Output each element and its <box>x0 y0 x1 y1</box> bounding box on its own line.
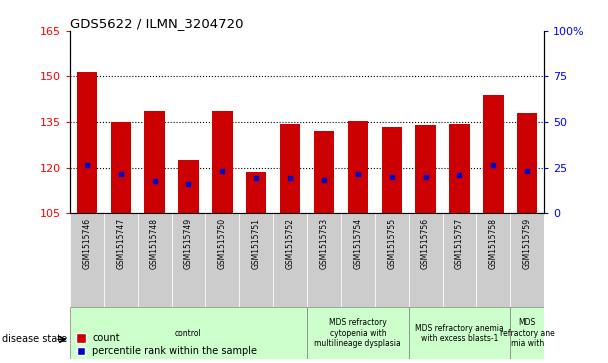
Text: GDS5622 / ILMN_3204720: GDS5622 / ILMN_3204720 <box>70 17 243 30</box>
Bar <box>307 307 409 359</box>
Text: control: control <box>175 329 202 338</box>
Bar <box>178 160 199 213</box>
Bar <box>409 307 510 359</box>
Text: GSM1515748: GSM1515748 <box>150 218 159 269</box>
Bar <box>477 213 510 307</box>
Bar <box>70 213 104 307</box>
Bar <box>171 213 206 307</box>
Legend: count, percentile rank within the sample: count, percentile rank within the sample <box>75 331 259 358</box>
Text: GSM1515759: GSM1515759 <box>523 218 532 269</box>
Bar <box>341 213 375 307</box>
Bar <box>443 213 477 307</box>
Text: GSM1515757: GSM1515757 <box>455 218 464 269</box>
Text: GSM1515756: GSM1515756 <box>421 218 430 269</box>
Bar <box>70 307 307 359</box>
Bar <box>212 111 232 213</box>
Bar <box>206 213 240 307</box>
Text: GSM1515752: GSM1515752 <box>286 218 295 269</box>
Text: MDS refractory anemia
with excess blasts-1: MDS refractory anemia with excess blasts… <box>415 323 504 343</box>
Bar <box>382 127 402 213</box>
Text: GSM1515753: GSM1515753 <box>319 218 328 269</box>
Text: GSM1515758: GSM1515758 <box>489 218 498 269</box>
Bar <box>314 131 334 213</box>
Bar <box>137 213 171 307</box>
Bar <box>104 213 137 307</box>
Text: disease state: disease state <box>2 334 67 344</box>
Bar <box>246 172 266 213</box>
Bar <box>449 124 469 213</box>
Bar <box>273 213 307 307</box>
Bar <box>517 113 537 213</box>
Bar <box>510 213 544 307</box>
Bar <box>280 124 300 213</box>
Text: GSM1515754: GSM1515754 <box>353 218 362 269</box>
Bar <box>77 72 97 213</box>
Text: MDS refractory
cytopenia with
multilineage dysplasia: MDS refractory cytopenia with multilinea… <box>314 318 401 348</box>
Bar <box>510 307 544 359</box>
Text: GSM1515749: GSM1515749 <box>184 218 193 269</box>
Bar <box>145 111 165 213</box>
Text: GSM1515755: GSM1515755 <box>387 218 396 269</box>
Bar <box>415 125 436 213</box>
Text: GSM1515746: GSM1515746 <box>82 218 91 269</box>
Bar <box>409 213 443 307</box>
Text: GSM1515747: GSM1515747 <box>116 218 125 269</box>
Text: MDS
refractory ane
mia with: MDS refractory ane mia with <box>500 318 554 348</box>
Bar <box>348 121 368 213</box>
Bar <box>483 95 503 213</box>
Text: GSM1515751: GSM1515751 <box>252 218 261 269</box>
Bar <box>240 213 273 307</box>
Bar <box>111 122 131 213</box>
Text: GSM1515750: GSM1515750 <box>218 218 227 269</box>
Bar <box>375 213 409 307</box>
Bar <box>307 213 341 307</box>
